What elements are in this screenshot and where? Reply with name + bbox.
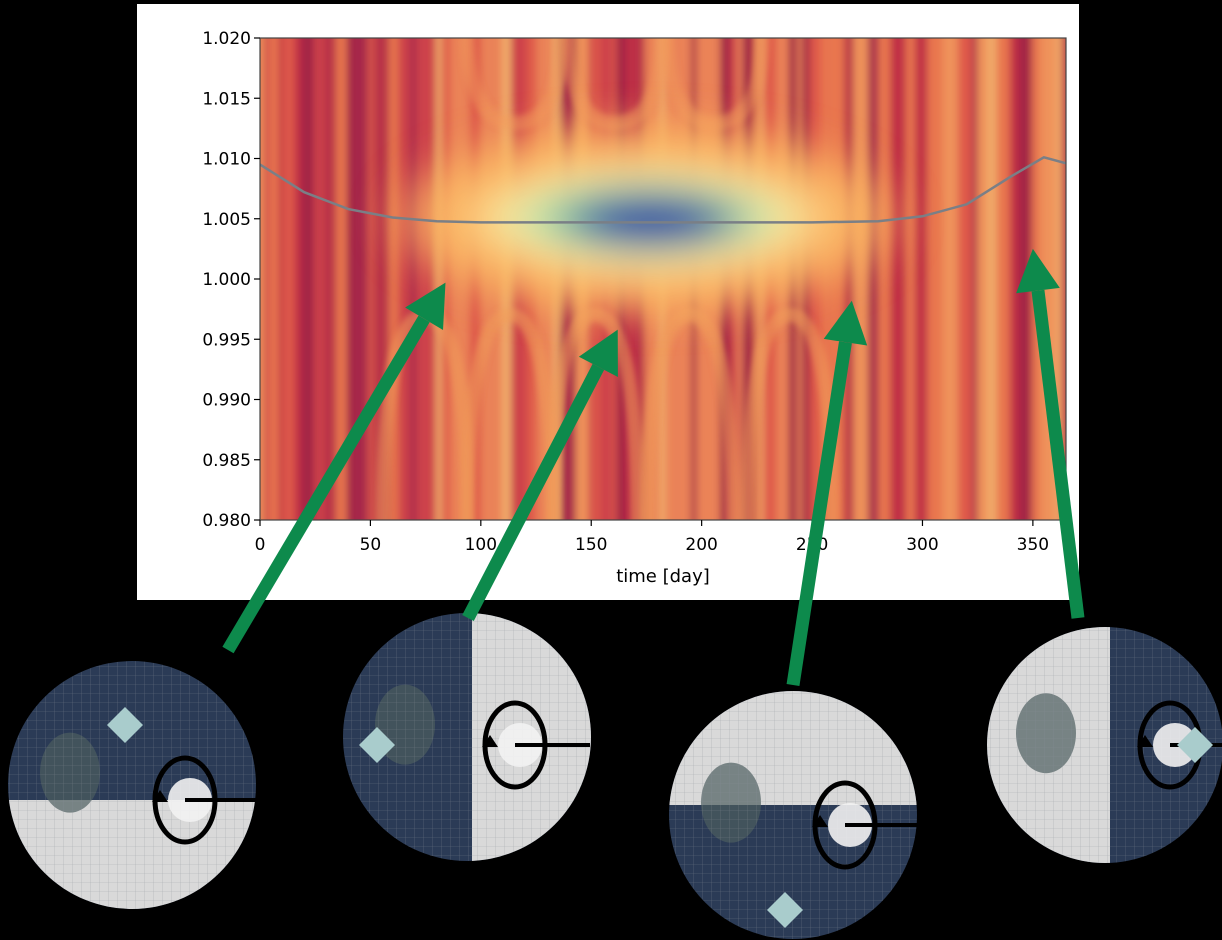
y-axis: 1.020 1.015 1.010 1.005 1.000 0.995 0.990 0.985… [202, 29, 260, 531]
y-tick-label: 1.020 [202, 29, 251, 49]
heatmap-stripe [313, 38, 324, 520]
x-axis: 050100150200250300350 [255, 520, 1049, 555]
heatmap-stripe [977, 38, 988, 520]
arrow-head [405, 282, 446, 330]
location-marker-icon [1177, 727, 1213, 763]
heatmap-stripe [323, 38, 336, 520]
y-tick-label: 1.010 [202, 150, 251, 170]
heatmap-stripe [368, 38, 374, 520]
x-tick-label: 300 [906, 535, 938, 555]
heatmap-stripe [336, 38, 347, 520]
heatmap-stripe [996, 38, 1010, 520]
spin-arrow-icon [152, 790, 168, 802]
y-tick-label: 0.995 [202, 330, 251, 350]
arrows [222, 248, 1085, 686]
y-tick-label: 1.000 [202, 270, 251, 290]
y-tick-label: 0.980 [202, 511, 251, 531]
heatmap-stripe [868, 38, 879, 520]
heatmap-stripe [905, 38, 915, 520]
y-tick-label: 1.005 [202, 210, 251, 230]
x-tick-label: 150 [575, 535, 607, 555]
globe-surface [343, 613, 591, 861]
heatmap-center [567, 192, 738, 249]
spin-arrow-icon [482, 735, 498, 747]
heatmap-stripe [450, 38, 456, 520]
heatmap-stripe [410, 38, 417, 520]
heatmap-stripe [987, 38, 997, 520]
heatmap-stripe [1009, 38, 1020, 520]
globe-surface [8, 661, 256, 909]
x-tick-label: 200 [685, 535, 717, 555]
heatmap-arch [660, 38, 770, 131]
heatmap-stripe [1056, 38, 1062, 520]
y-tick-label: 1.015 [202, 89, 251, 109]
heatmap-stripe [302, 38, 314, 520]
spin-arrow-icon [1137, 735, 1153, 747]
heatmap-stripe [436, 38, 442, 520]
heatmap-stripe [425, 38, 437, 520]
x-tick-label: 50 [360, 535, 382, 555]
heatmap-peak [406, 123, 887, 314]
heatmap-stripe [890, 38, 906, 520]
arrow-shaft [222, 315, 430, 654]
location-marker-icon [359, 727, 395, 763]
heatmap-plot-area [260, 38, 1066, 520]
globe-grid [8, 661, 256, 909]
heatmap-arch [545, 307, 645, 520]
heatmap-stripe [278, 38, 284, 520]
y-tick-label: 0.985 [202, 451, 251, 471]
heatmap-stripe [972, 38, 977, 520]
heatmap-stripe [269, 38, 279, 520]
arrow-shaft [462, 363, 605, 621]
heatmap-arch [460, 38, 570, 131]
x-tick-label: 100 [465, 535, 497, 555]
heatmap-stripe [958, 38, 973, 520]
y-tick-label: 0.990 [202, 391, 251, 411]
heatmap-arch [640, 307, 740, 520]
heatmap-stripe [352, 38, 369, 520]
globe-surface [987, 627, 1222, 863]
heatmap-stripe [260, 38, 264, 520]
location-marker-icon [107, 707, 143, 743]
heatmap-stripe [294, 38, 302, 520]
globe-1 [8, 661, 260, 909]
heatmap-stripe [263, 38, 270, 520]
globes [8, 613, 1222, 939]
x-axis-label: time [day] [616, 566, 710, 587]
globe-3 [669, 691, 920, 939]
heatmap-arch [460, 307, 560, 520]
heatmap-stripe [346, 38, 353, 520]
heatmap-stripe [1062, 38, 1066, 520]
globe-4 [987, 627, 1222, 863]
spin-arrow-icon [812, 815, 828, 827]
heatmap-arches [375, 38, 840, 520]
arrow-head [823, 300, 868, 346]
arrow-head [578, 329, 618, 378]
location-marker-icon [767, 892, 803, 928]
heatmap-stripe [441, 38, 451, 520]
heatmap-arch [560, 38, 670, 131]
arrow-shaft [786, 341, 852, 686]
x-tick-label: 0 [255, 535, 266, 555]
heatmap-stripe [283, 38, 295, 520]
arrow-shaft [1031, 289, 1085, 619]
heatmap-stripe [844, 38, 854, 520]
globe-2 [343, 613, 591, 861]
heatmap-stripe [853, 38, 869, 520]
heatmap-stripe [398, 38, 411, 520]
heatmap-stripe [914, 38, 928, 520]
heatmap-stripe [942, 38, 959, 520]
heatmap-stripe [878, 38, 891, 520]
heatmap-stripe [416, 38, 426, 520]
x-tick-label: 350 [1017, 535, 1049, 555]
heatmap-stripe [389, 38, 398, 520]
arrow-head [1016, 248, 1060, 294]
trend-line [260, 155, 1066, 224]
heatmap-stripe [927, 38, 943, 520]
